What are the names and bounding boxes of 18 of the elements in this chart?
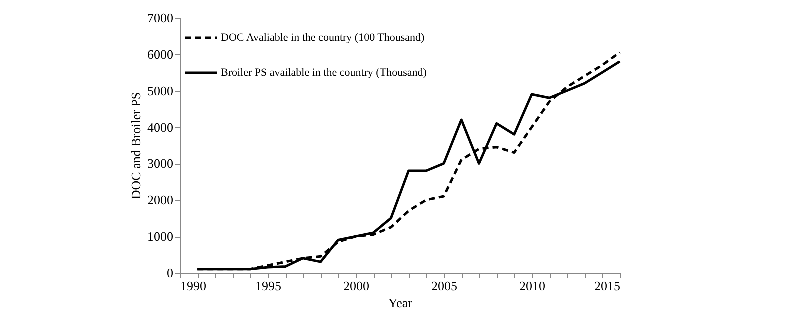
x-tick-label: 1990	[180, 278, 206, 294]
x-axis-title: Year	[388, 296, 414, 310]
x-tick-label: 2000	[344, 278, 370, 294]
y-tick-label: 6000	[148, 46, 174, 62]
legend-label: DOC Avaliable in the country (100 Thousand)	[221, 32, 426, 44]
x-tick-label: 2005	[432, 278, 458, 294]
legend-label: Broiler PS available in the country (Thousand)	[221, 67, 428, 79]
y-tick-label: 0	[167, 266, 174, 280]
y-tick-label: 4000	[148, 120, 174, 135]
y-axis-title: DOC and Broiler PS	[128, 92, 144, 200]
y-tick-label: 1000	[148, 229, 174, 244]
x-tick-label: 2015	[594, 278, 620, 294]
x-tick-label: 1995	[256, 278, 282, 294]
y-tick-label: 5000	[148, 83, 174, 98]
x-tick-label: 2010	[520, 278, 546, 294]
y-tick-label: 3000	[148, 156, 174, 172]
y-tick-label: 7000	[148, 10, 174, 26]
y-tick-label: 2000	[148, 192, 174, 208]
